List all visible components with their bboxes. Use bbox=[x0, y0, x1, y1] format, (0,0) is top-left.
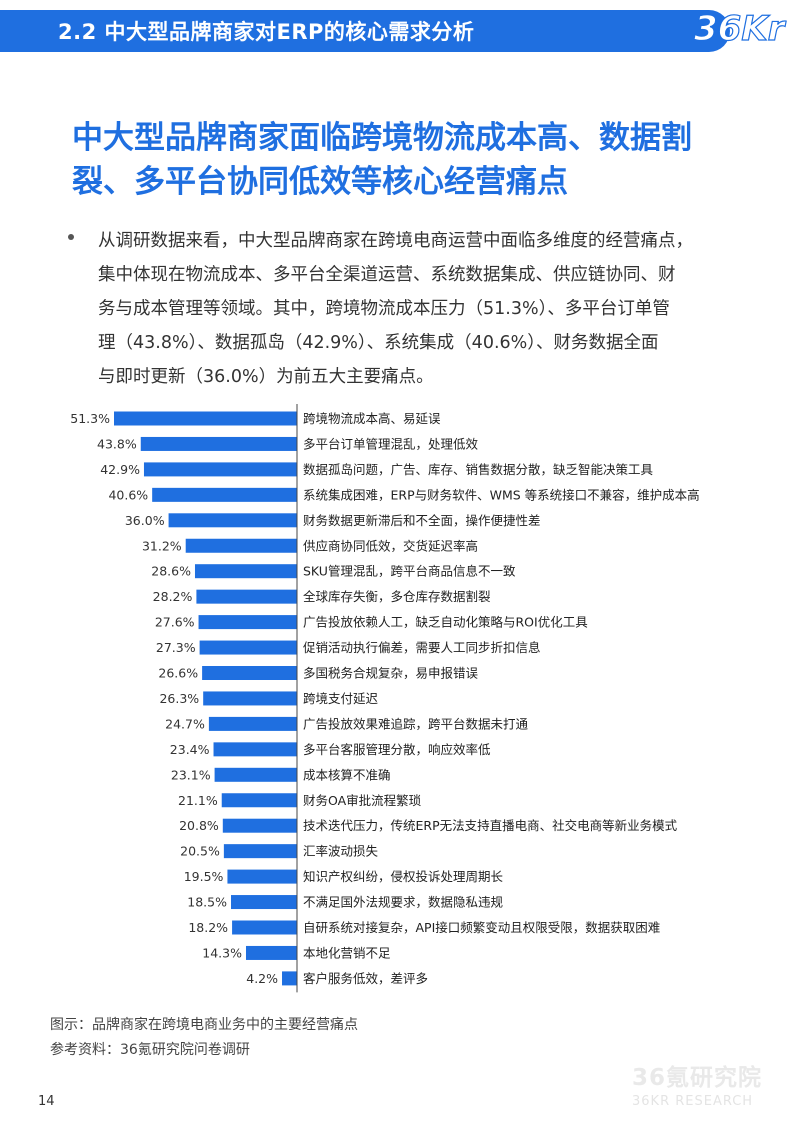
bar bbox=[231, 895, 297, 910]
bar-value-label: 19.5% bbox=[184, 869, 224, 884]
bar-value-label: 27.6% bbox=[155, 615, 195, 630]
bar-value-label: 42.9% bbox=[100, 462, 140, 477]
bar-value-label: 26.3% bbox=[159, 691, 199, 706]
bar bbox=[199, 640, 297, 655]
category-label: 不满足国外法规要求，数据隐私违规 bbox=[303, 895, 503, 910]
bar bbox=[143, 462, 297, 477]
bar-value-label: 31.2% bbox=[142, 538, 182, 553]
bar-value-label: 4.2% bbox=[246, 971, 278, 986]
body-line: 务与成本管理等领域。其中，跨境物流成本压力（51.3%）、多平台订单管 bbox=[98, 299, 670, 319]
bar-value-label: 36.0% bbox=[125, 513, 165, 528]
header-bar: 2.2 中大型品牌商家对ERP的核心需求分析 36Kr bbox=[0, 0, 793, 58]
bar bbox=[198, 615, 297, 630]
bar bbox=[114, 411, 297, 426]
bar-value-label: 28.6% bbox=[151, 564, 191, 579]
main-title: 中大型品牌商家面临跨境物流成本高、数据割 裂、多平台协同低效等核心经营痛点 bbox=[72, 116, 752, 204]
bar bbox=[245, 945, 297, 960]
bar-value-label: 23.1% bbox=[171, 767, 211, 782]
bar-value-label: 21.1% bbox=[178, 793, 218, 808]
bar bbox=[213, 742, 297, 757]
bar-value-label: 51.3% bbox=[70, 411, 110, 426]
bullet-icon bbox=[68, 234, 74, 240]
bar bbox=[168, 513, 297, 528]
body-paragraph: 从调研数据来看，中大型品牌商家在跨境电商运营中面临多维度的经营痛点， 集中体现在… bbox=[98, 224, 748, 394]
category-label: 自研系统对接复杂，API接口频繁变动且权限受限，数据获取困难 bbox=[303, 920, 660, 935]
watermark-en: 36KR RESEARCH bbox=[632, 1094, 754, 1109]
bar-value-label: 18.5% bbox=[187, 895, 227, 910]
category-label: 跨境物流成本高、易延误 bbox=[303, 411, 441, 426]
bar-value-label: 23.4% bbox=[170, 742, 210, 757]
bar bbox=[214, 767, 297, 782]
category-label: 跨境支付延迟 bbox=[303, 691, 379, 706]
category-label: 本地化营销不足 bbox=[303, 945, 391, 960]
category-label: 多平台订单管理混乱，处理低效 bbox=[303, 436, 479, 451]
category-label: 财务OA审批流程繁琐 bbox=[303, 793, 422, 808]
category-label: 促销活动执行偏差，需要人工同步折扣信息 bbox=[303, 640, 541, 655]
bar bbox=[282, 971, 297, 986]
source-caption: 参考资料：36氪研究院问卷调研 bbox=[50, 1042, 250, 1058]
bar bbox=[221, 793, 297, 808]
bar bbox=[202, 666, 297, 680]
category-label: 财务数据更新滞后和不全面，操作便捷性差 bbox=[303, 513, 541, 528]
header-band bbox=[0, 10, 730, 52]
body-line: 与即时更新（36.0%）为前五大主要痛点。 bbox=[98, 367, 434, 387]
watermark: 36氪研究院 36KR RESEARCH bbox=[632, 1058, 782, 1109]
bar bbox=[222, 818, 297, 833]
section-title: 2.2 中大型品牌商家对ERP的核心需求分析 bbox=[58, 20, 475, 44]
bar bbox=[203, 691, 297, 706]
category-label: 供应商协同低效，交货延迟率高 bbox=[303, 538, 478, 553]
category-label: SKU管理混乱，跨平台商品信息不一致 bbox=[303, 564, 516, 579]
bar-value-label: 26.6% bbox=[158, 666, 198, 681]
body-line: 从调研数据来看，中大型品牌商家在跨境电商运营中面临多维度的经营痛点， bbox=[98, 231, 693, 251]
bar bbox=[208, 716, 297, 731]
pain-points-bar-chart: 51.3% 跨境物流成本高、易延误 43.8% 多平台订单管理混乱，处理低效 42.9%… bbox=[70, 404, 700, 993]
brand-logo-text: 36Kr bbox=[694, 9, 787, 49]
category-label: 系统集成困难，ERP与财务软件、WMS 等系统接口不兼容，维护成本高 bbox=[303, 487, 700, 502]
bar bbox=[185, 538, 297, 553]
category-label: 多国税务合规复杂，易申报错误 bbox=[303, 666, 479, 681]
bar-value-label: 14.3% bbox=[202, 945, 242, 960]
bar bbox=[140, 436, 297, 451]
watermark-cn: 36氪研究院 bbox=[632, 1065, 763, 1091]
category-label: 广告投放效果难追踪，跨平台数据未打通 bbox=[303, 716, 529, 731]
bar bbox=[196, 589, 297, 604]
body-line: 理（43.8%）、数据孤岛（42.9%）、系统集成（40.6%）、财务数据全面 bbox=[98, 333, 659, 353]
category-label: 全球库存失衡，多仓库存数据割裂 bbox=[303, 589, 491, 604]
category-label: 客户服务低效，差评多 bbox=[303, 971, 428, 986]
bar bbox=[152, 487, 297, 502]
category-label: 技术迭代压力，传统ERP无法支持直播电商、社交电商等新业务模式 bbox=[303, 818, 678, 833]
category-label: 广告投放依赖人工，缺乏自动化策略与ROI优化工具 bbox=[303, 615, 588, 630]
bar-value-label: 40.6% bbox=[108, 487, 148, 502]
category-label: 汇率波动损失 bbox=[303, 844, 379, 859]
category-label: 知识产权纠纷，侵权投诉处理周期长 bbox=[303, 869, 504, 884]
category-label: 多平台客服管理分散，响应效率低 bbox=[303, 742, 491, 757]
bar-value-label: 27.3% bbox=[156, 640, 196, 655]
page-number: 14 bbox=[38, 1094, 55, 1109]
bar-value-label: 28.2% bbox=[153, 589, 193, 604]
bar bbox=[232, 920, 297, 935]
bar bbox=[227, 869, 297, 884]
bar bbox=[223, 844, 297, 859]
bar-value-label: 43.8% bbox=[97, 436, 137, 451]
brand-logo: 36Kr bbox=[693, 8, 787, 49]
main-title-line: 中大型品牌商家面临跨境物流成本高、数据割 bbox=[72, 120, 692, 156]
category-label: 成本核算不准确 bbox=[303, 767, 391, 782]
figure-caption: 图示：品牌商家在跨境电商业务中的主要经营痛点 bbox=[50, 1017, 358, 1033]
bar-value-label: 20.5% bbox=[180, 844, 220, 859]
bar bbox=[194, 564, 297, 579]
category-label: 数据孤岛问题，广告、库存、销售数据分散，缺乏智能决策工具 bbox=[303, 462, 654, 477]
bar-value-label: 18.2% bbox=[188, 920, 228, 935]
main-title-line: 裂、多平台协同低效等核心经营痛点 bbox=[72, 164, 568, 200]
bar-value-label: 20.8% bbox=[179, 818, 219, 833]
bar-value-label: 24.7% bbox=[165, 716, 205, 731]
body-line: 集中体现在物流成本、多平台全渠道运营、系统数据集成、供应链协同、财 bbox=[98, 265, 676, 285]
